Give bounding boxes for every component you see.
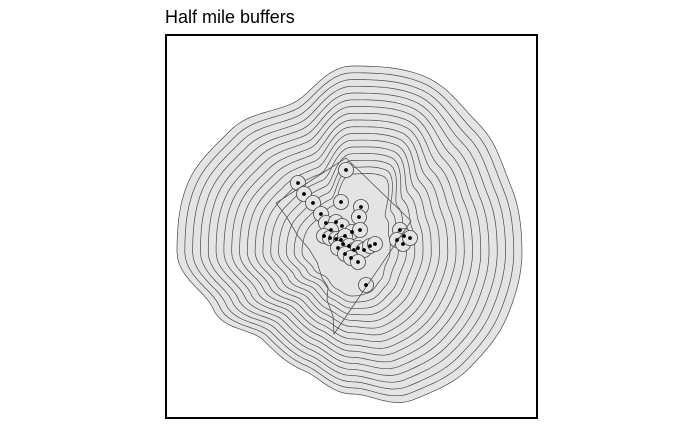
station-point (296, 181, 300, 185)
station-point (343, 252, 347, 256)
station-point (311, 201, 315, 205)
station-point (352, 248, 356, 252)
station-points-group (296, 168, 412, 287)
station-point (347, 244, 351, 248)
district-boundary-group (275, 157, 412, 336)
station-point (395, 238, 399, 242)
station-point (319, 212, 323, 216)
station-point (339, 238, 343, 242)
station-point (329, 228, 333, 232)
station-point (349, 256, 353, 260)
station-point (362, 248, 366, 252)
station-point (373, 242, 377, 246)
station-point (340, 224, 344, 228)
station-point (344, 168, 348, 172)
station-point (364, 283, 368, 287)
station-point (398, 228, 402, 232)
station-point (334, 220, 338, 224)
station-point (336, 246, 340, 250)
station-point (350, 230, 354, 234)
station-point (324, 221, 328, 225)
station-point (302, 192, 306, 196)
station-point (322, 234, 326, 238)
station-point (339, 200, 343, 204)
station-point (334, 237, 338, 241)
station-point (359, 205, 363, 209)
buffer-map (176, 65, 523, 403)
map-panel (165, 34, 538, 419)
station-point (328, 236, 332, 240)
station-point (356, 246, 360, 250)
station-point (368, 244, 372, 248)
map-title: Half mile buffers (165, 7, 295, 27)
station-point (402, 234, 406, 238)
station-point (408, 236, 412, 240)
district-boundary-line (275, 157, 412, 336)
station-point (341, 242, 345, 246)
station-point (357, 215, 361, 219)
station-point (401, 242, 405, 246)
station-point (356, 260, 360, 264)
station-point (358, 228, 362, 232)
station-point (343, 234, 347, 238)
